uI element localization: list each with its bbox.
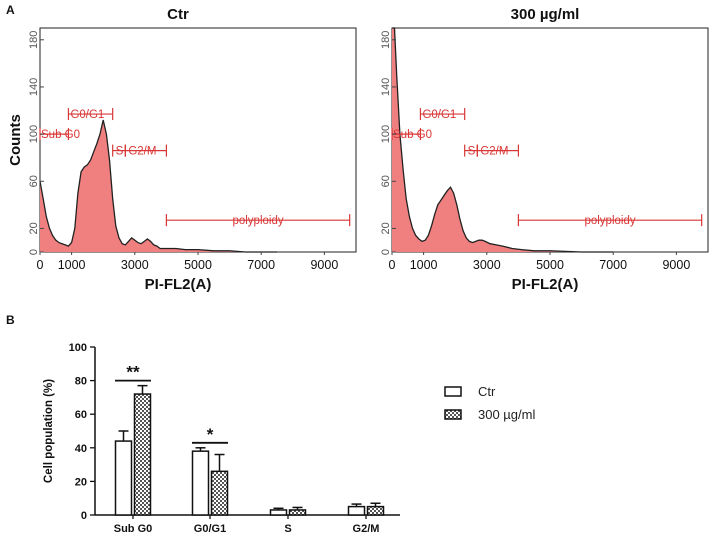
significance-label: **: [126, 363, 140, 382]
legend-swatch: [444, 386, 462, 397]
x-tick-label: 3000: [473, 258, 501, 272]
y-tick-label: 20: [380, 222, 392, 234]
hist-title: 300 µg/ml: [511, 6, 580, 23]
x-tick-label: S: [284, 523, 291, 535]
gate-label: G2/M: [128, 146, 156, 158]
bar: [133, 393, 152, 516]
histogram-fill: [392, 28, 614, 252]
legend-label: 300 µg/ml: [478, 407, 535, 422]
x-tick-label: Sub G0: [114, 523, 153, 535]
y-tick-label: 180: [28, 31, 40, 49]
panel-label-b: B: [6, 313, 15, 327]
panel-label-a: A: [6, 3, 15, 17]
x-tick-label: 1000: [410, 258, 438, 272]
histogram-fill: [40, 120, 277, 252]
histogram-outline: [39, 119, 277, 253]
x-tick-label: 7000: [247, 258, 275, 272]
y-axis-title: Counts: [7, 114, 24, 166]
x-tick-label: G0/G1: [194, 523, 226, 535]
y-tick-label: 100: [28, 125, 40, 143]
bar: [347, 505, 366, 516]
legend-label: Ctr: [478, 384, 496, 399]
y-tick-label: 40: [75, 443, 87, 455]
y-tick-label: 100: [69, 342, 87, 354]
x-tick-label: 3000: [121, 258, 149, 272]
significance-label: *: [207, 425, 214, 444]
gate-label: G0/G1: [70, 109, 104, 121]
gate-label: G0/G1: [422, 109, 456, 121]
bar: [210, 470, 229, 516]
x-tick-label: 0: [389, 258, 396, 272]
histogram-outline: [392, 27, 614, 253]
x-tick-label: 9000: [310, 258, 338, 272]
y-tick-label: 60: [75, 409, 87, 421]
hist-title: Ctr: [167, 6, 189, 23]
y-tick-label: 140: [28, 78, 40, 96]
legend: Ctr 300 µg/ml: [444, 384, 535, 422]
x-tick-label: 0: [37, 258, 44, 272]
y-tick-label: 80: [75, 376, 87, 388]
y-tick-label: 0: [380, 249, 392, 255]
y-tick-label: 20: [75, 476, 87, 488]
x-axis-title: PI-FL2(A): [145, 276, 212, 293]
y-tick-label: 0: [81, 510, 87, 522]
x-tick-label: 5000: [536, 258, 564, 272]
histogram-300: 300 µg/ml Sub G0 G0/G1 S G2/M polyploidy 0 20…: [380, 6, 709, 293]
bar: [191, 450, 210, 516]
y-tick-label: 60: [380, 175, 392, 187]
histogram-ctr: Ctr Sub G0 G0/G1 S G2/M polyploidy 0 20 60 100 1…: [7, 6, 357, 293]
gate-label: Sub G0: [41, 129, 80, 141]
bar: [366, 505, 385, 516]
bar: [114, 440, 133, 516]
bar: [269, 509, 288, 516]
y-tick-label: 0: [28, 249, 40, 255]
x-tick-label: G2/M: [353, 523, 380, 535]
y-tick-label: 20: [28, 222, 40, 234]
gate-label: polyploidy: [584, 215, 635, 227]
gate-label: G2/M: [480, 146, 508, 158]
x-axis-title: PI-FL2(A): [512, 276, 579, 293]
y-tick-label: 100: [380, 125, 392, 143]
x-tick-label: 9000: [662, 258, 690, 272]
y-tick-label: 180: [380, 31, 392, 49]
gate-label: Sub G0: [393, 129, 432, 141]
y-tick-label: 60: [28, 175, 40, 187]
gate-label: polyploidy: [232, 215, 283, 227]
y-axis-title: Cell population (%): [43, 379, 55, 483]
legend-swatch: [444, 409, 462, 420]
x-tick-label: 7000: [599, 258, 627, 272]
y-tick-label: 140: [380, 78, 392, 96]
x-tick-label: 5000: [184, 258, 212, 272]
gate-label: S: [468, 146, 476, 158]
bar: [288, 509, 307, 516]
gate-label: S: [116, 146, 124, 158]
x-tick-label: 1000: [58, 258, 86, 272]
